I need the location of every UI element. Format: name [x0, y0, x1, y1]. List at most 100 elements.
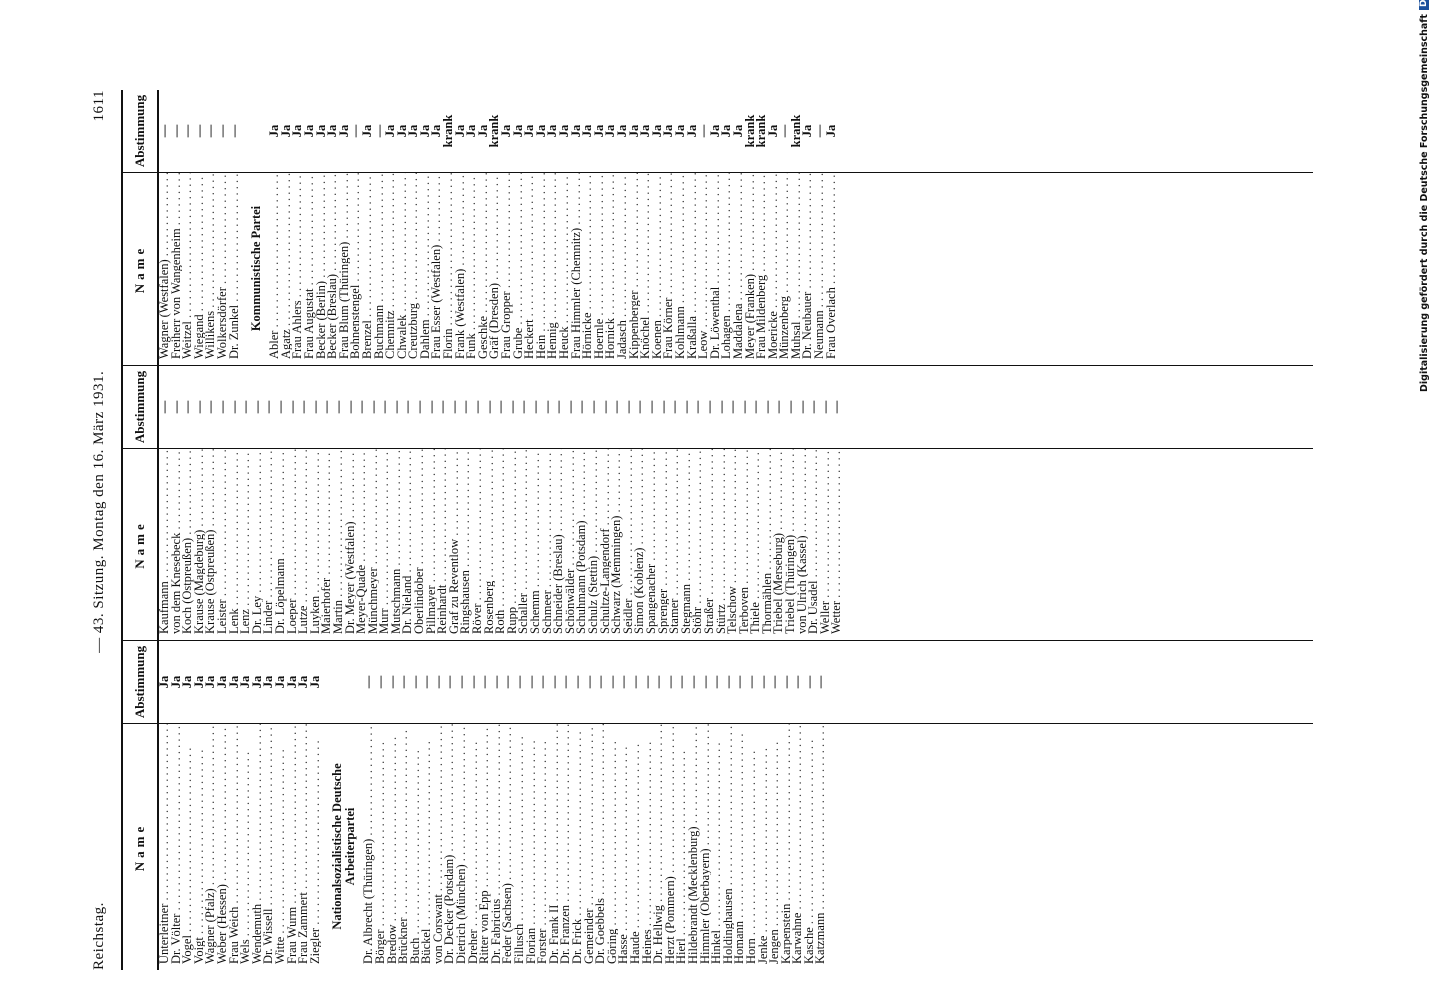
member-name: Muhsal [791, 172, 803, 365]
member-name: Vogel [182, 723, 194, 970]
member-name: Wagner (Westfalen) [159, 172, 171, 365]
member-row: Brückner— [396, 641, 410, 970]
member-name: Heckert [524, 172, 536, 365]
column-header: Name Abstimmung [123, 90, 159, 365]
member-row: Dr. Zunkel — [227, 90, 241, 365]
member-name: Moericke [768, 172, 780, 365]
member-row: Karwahne— [790, 641, 804, 970]
party-heading: Nationalsozialistische Deutsche Arbeiter… [330, 763, 358, 930]
member-name: Roth [495, 448, 507, 640]
member-row: Herzt (Pommern)— [663, 641, 677, 970]
member-name: Maddalena [733, 172, 745, 365]
member-name: Dr. Wissell [263, 723, 275, 970]
member-name: Leister [217, 448, 229, 640]
rows: Wagner (Westfalen) — Freiherr von Wangenhe… [157, 90, 1313, 365]
member-row: von Corswant— [431, 641, 445, 970]
member-name: Jenke [758, 723, 770, 970]
member-name: Frau Zammert [298, 723, 310, 970]
member-name: Chemnitz [385, 172, 397, 365]
member-name: Hildebrandt (Mecklenburg) [688, 723, 700, 970]
member-name: von Corswant [433, 723, 445, 970]
member-row: Hierl— [674, 641, 688, 970]
member-row: Dreher— [466, 641, 480, 970]
member-name: Hierl [676, 723, 688, 970]
member-name: Creutzburg [408, 172, 420, 365]
member-name: Thormählen [762, 448, 774, 640]
member-row: UnterleitnerJa [157, 641, 171, 970]
member-name: Reinhardt [437, 448, 449, 640]
member-name: Himmler (Oberbayern) [700, 723, 712, 970]
member-row: Dr. Goebbels— [593, 641, 607, 970]
member-row: Göring— [605, 641, 619, 970]
member-name: Dr. Frank II [549, 723, 561, 970]
member-row: Frau WurmJa [285, 641, 299, 970]
member-row: Weber (Hessen)Ja [215, 641, 229, 970]
member-name: Frau Blum (Thüringen) [339, 172, 351, 365]
member-row: Ziegler Ja [308, 641, 322, 970]
member-row: Wetter — [829, 366, 843, 640]
member-row: WendemuthJa [250, 641, 264, 970]
column-header: Name Abstimmung [123, 366, 159, 640]
member-name: Heuck [559, 172, 571, 365]
member-name: Lohagen [721, 172, 733, 365]
member-name: Katzmann [815, 723, 827, 970]
vote-header: Abstimmung [123, 90, 157, 173]
credit-text: Digitalisierung gefördert durch die Deut… [1418, 14, 1430, 392]
party-heading: Kommunistische Partei [249, 205, 264, 332]
member-row: VoigtJa [192, 641, 206, 970]
member-name: Chwalek [397, 172, 409, 365]
member-name: Unterleitner [159, 723, 171, 970]
member-name: Dr. Franzen [560, 723, 572, 970]
member-name: Maierhofer [321, 448, 333, 640]
member-name: Rosenberg [484, 448, 496, 640]
member-name: Herzt (Pommern) [665, 723, 677, 970]
member-name: Abler [269, 172, 281, 365]
member-name: Dreher [468, 723, 480, 970]
member-row: Wagner (Pfalz)Ja [203, 641, 217, 970]
member-name: Mutschmann [391, 448, 403, 640]
member-name: Frank (Westfalen) [455, 172, 467, 365]
member-row: Frau WeichJa [227, 641, 241, 970]
member-name: Wetter [831, 448, 843, 640]
member-name: Geschke [478, 172, 490, 365]
member-name: Freiherr von Wangenheim [171, 172, 183, 365]
member-row: Buch— [408, 641, 422, 970]
member-name: Buch [410, 723, 422, 970]
member-name: Forster [537, 723, 549, 970]
member-row: Katzmann — [813, 641, 827, 970]
member-name: Kraßalla [687, 172, 699, 365]
member-name: Dr. Löpelmann [275, 448, 287, 640]
member-row: Bredow— [385, 641, 399, 970]
member-name: Dr. Neubauer [802, 172, 814, 365]
member-row: Dr. Hellwig— [651, 641, 665, 970]
member-name: Dr. Decker (Potsdam) [444, 723, 456, 970]
member-name: Knöchel [640, 172, 652, 365]
rotated-page: Reichstag. — 43. Sitzung. Montag den 16.… [85, 90, 1315, 970]
member-row: Kasche— [802, 641, 816, 970]
member-row: Hildebrandt (Mecklenburg)— [686, 641, 700, 970]
member-name: Dr. Zunkel [229, 172, 241, 365]
member-row: Dr. VölterJa [169, 641, 183, 970]
member-name: Terboven [739, 448, 751, 640]
member-name: Stegmann [681, 448, 693, 640]
member-name: Karpenstein [781, 723, 793, 970]
member-row: WelsJa [238, 641, 252, 970]
member-name: Frau Augustat [304, 172, 316, 365]
member-name: Martin [333, 448, 345, 640]
member-row: Hinkel— [709, 641, 723, 970]
member-name: Lenz [240, 448, 252, 640]
member-row: Heines— [640, 641, 654, 970]
member-name: Dr. Frick [572, 723, 584, 970]
member-row: Dr. Albrecht (Thüringen)— [361, 641, 375, 970]
member-name: Fillusch [514, 723, 526, 970]
member-name: Kohlmann [675, 172, 687, 365]
member-name: Brückner [398, 723, 410, 970]
member-row: Florian— [524, 641, 538, 970]
member-name: Dr. Usadel [808, 448, 820, 640]
member-name: Jadasch [617, 172, 629, 365]
member-name: Becker (Berlin) [316, 172, 328, 365]
member-name: Frau Overlach [826, 172, 838, 365]
member-name: Wagner (Pfalz) [205, 723, 217, 970]
member-name: Simon (Koblenz) [634, 448, 646, 640]
